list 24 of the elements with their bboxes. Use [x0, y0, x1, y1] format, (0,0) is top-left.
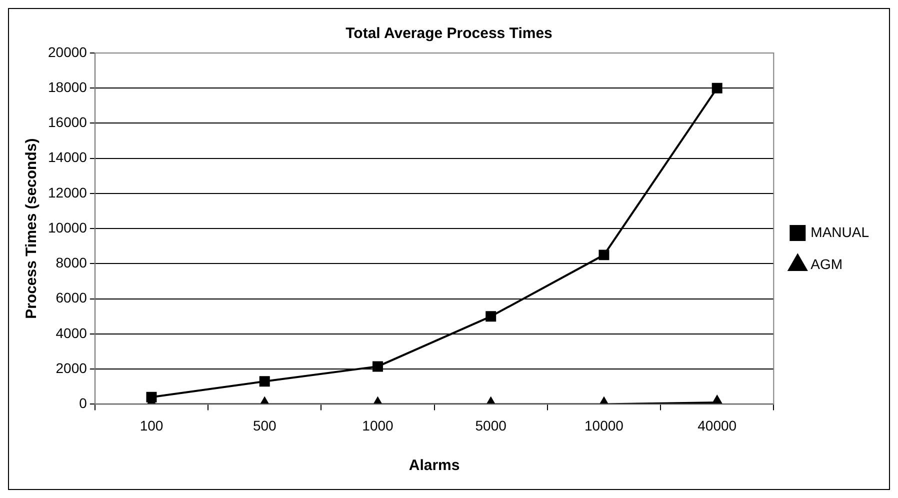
y-tick-label: 0 — [79, 395, 88, 412]
x-tick-label: 500 — [252, 417, 277, 434]
y-tick-label: 20000 — [48, 44, 88, 60]
y-tick-label: 2000 — [56, 360, 88, 376]
x-tick-label: 5000 — [475, 417, 507, 434]
y-axis-title: Process Times (seconds) — [23, 138, 40, 319]
y-tick-label: 18000 — [48, 78, 88, 95]
x-tick-label: 100 — [140, 417, 164, 434]
point — [712, 82, 722, 94]
y-tick-label: 16000 — [48, 114, 88, 130]
x-tick-label: 10000 — [584, 417, 624, 434]
y-tick-label: 4000 — [56, 324, 88, 341]
y-tick-label: 12000 — [48, 184, 88, 200]
y-tick-label: 14000 — [48, 149, 88, 166]
y-tick-label: 10000 — [48, 219, 88, 236]
x-axis-title: Alarms — [408, 457, 460, 474]
x-tick-label: 40000 — [698, 417, 737, 434]
chart-title: Total Average Process Times — [346, 25, 552, 42]
point — [598, 250, 610, 260]
x-tick-label: 1000 — [362, 417, 394, 434]
y-tick-label: 6000 — [56, 290, 88, 306]
legend-label: AGM — [810, 256, 843, 272]
y-tick-label: 8000 — [56, 254, 88, 271]
legend-label: MANUAL — [810, 224, 870, 240]
